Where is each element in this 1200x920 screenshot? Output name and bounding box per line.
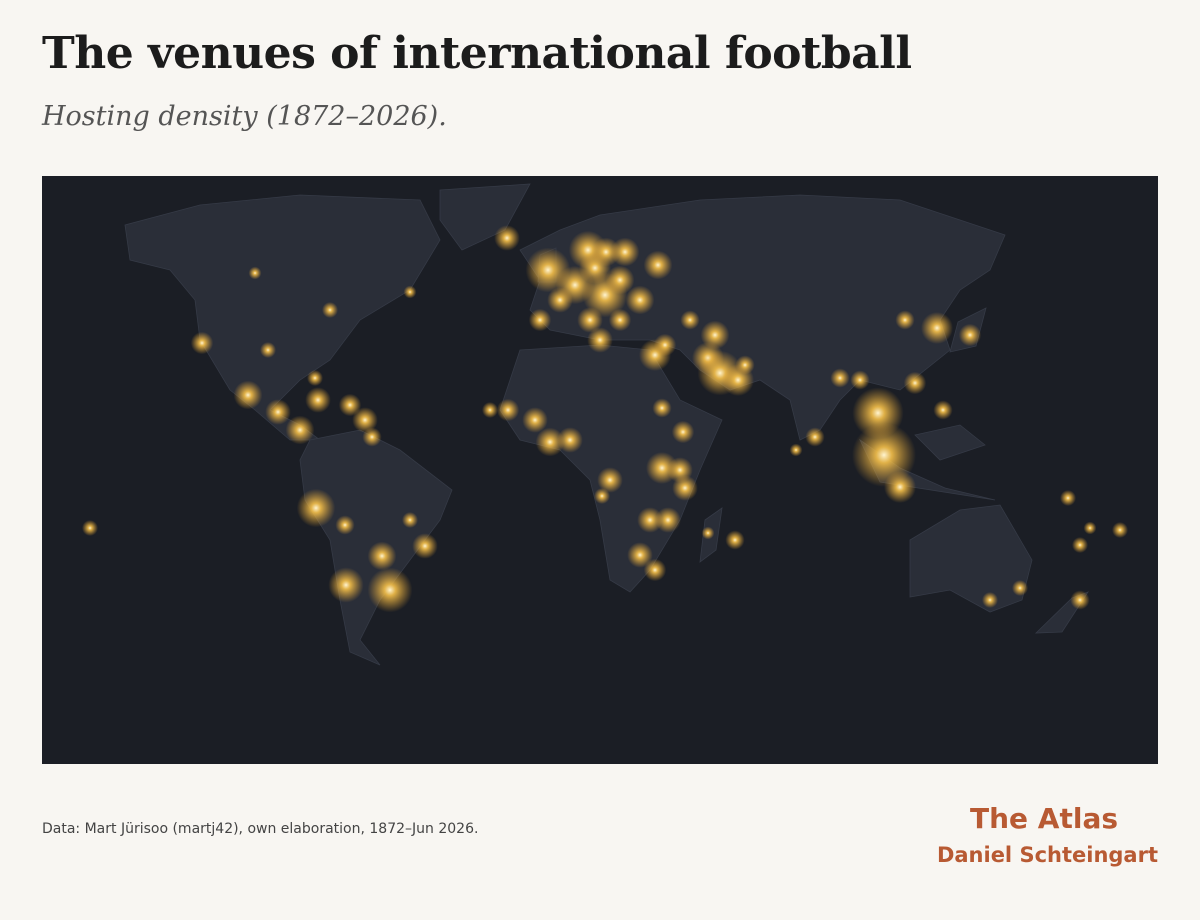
venue-glow: [982, 592, 998, 608]
venue-glow: [285, 415, 315, 445]
venue-glow: [637, 507, 663, 533]
venue-glow: [680, 310, 700, 330]
venue-glow: [307, 370, 323, 386]
venue-glow: [653, 333, 677, 357]
venue-glow: [884, 471, 916, 503]
venue-glow: [338, 393, 362, 417]
venue-glow: [367, 541, 397, 571]
venue-glow: [933, 400, 953, 420]
venue-glow: [597, 467, 623, 493]
venue-glow: [850, 370, 870, 390]
venue-glow: [958, 323, 982, 347]
venue-glow: [335, 515, 355, 535]
venue-glow: [655, 507, 681, 533]
venue-glow: [1083, 521, 1097, 535]
title: The venues of international football: [42, 28, 912, 79]
venue-glow: [352, 407, 378, 433]
venue-glow: [482, 402, 498, 418]
venue-glow: [402, 512, 418, 528]
venue-glow: [412, 533, 438, 559]
venue-glow: [328, 567, 364, 603]
venue-glow: [625, 285, 655, 315]
venue-glow: [1072, 537, 1088, 553]
venue-glow: [265, 399, 291, 425]
venue-glow: [403, 285, 417, 299]
venue-glow: [610, 237, 640, 267]
venue-glows: [82, 225, 1128, 613]
venue-glow: [594, 488, 610, 504]
venue-glow: [701, 526, 715, 540]
venue-glow: [1012, 580, 1028, 596]
venue-glow: [362, 427, 382, 447]
venue-glow: [547, 287, 573, 313]
author: Daniel Schteingart: [936, 843, 1158, 867]
venue-glow: [725, 530, 745, 550]
venue-glow: [522, 407, 548, 433]
venue-glow: [587, 327, 613, 353]
venue-glow: [643, 250, 673, 280]
venue-glow: [528, 308, 552, 332]
venue-glow: [735, 355, 755, 375]
venue-glow: [1112, 522, 1128, 538]
venue-glow: [805, 427, 825, 447]
venue-glow: [652, 398, 672, 418]
brand: The Atlas: [970, 802, 1118, 835]
venue-glow: [535, 427, 565, 457]
venue-glow: [643, 558, 667, 582]
venue-glow: [789, 443, 803, 457]
venue-glow: [671, 420, 695, 444]
venue-glow: [248, 266, 262, 280]
venue-glow: [605, 265, 635, 295]
venue-glow: [260, 342, 276, 358]
venue-glow: [577, 307, 603, 333]
venue-glow: [1070, 590, 1090, 610]
venue-glow: [82, 520, 98, 536]
venue-glow: [608, 308, 632, 332]
venue-glow: [496, 398, 520, 422]
venue-glow: [672, 475, 698, 501]
source-note: Data: Mart Jürisoo (martj42), own elabor…: [42, 821, 479, 837]
venue-glow: [1060, 490, 1076, 506]
venue-glow: [494, 225, 520, 251]
venue-glow: [367, 567, 413, 613]
venue-glow: [627, 542, 653, 568]
venue-glow: [557, 427, 583, 453]
venue-glow: [903, 371, 927, 395]
venue-glow: [305, 387, 331, 413]
subtitle: Hosting density (1872–2026).: [42, 101, 447, 132]
venue-glow: [921, 312, 953, 344]
venue-glow: [190, 331, 214, 355]
venue-glow: [233, 380, 263, 410]
venue-glow: [895, 310, 915, 330]
map: [42, 176, 1158, 764]
venue-glow: [296, 488, 336, 528]
venue-glow: [830, 368, 850, 388]
venue-glow: [322, 302, 338, 318]
